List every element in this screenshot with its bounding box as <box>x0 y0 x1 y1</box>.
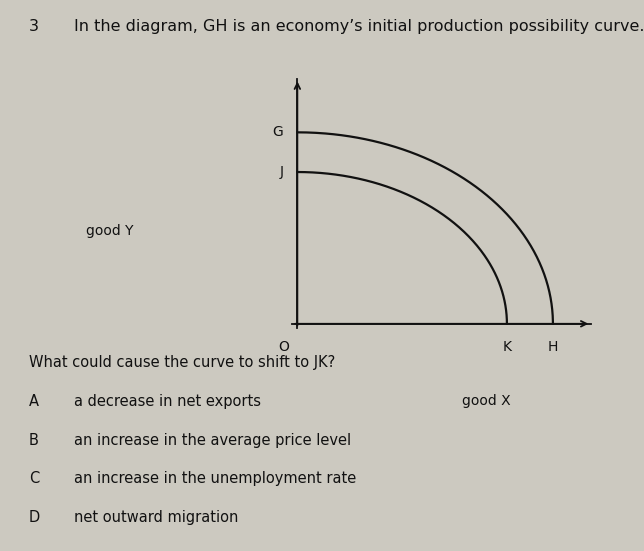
Text: a decrease in net exports: a decrease in net exports <box>74 394 261 409</box>
Text: C: C <box>29 471 39 486</box>
Text: H: H <box>548 340 558 354</box>
Text: an increase in the average price level: an increase in the average price level <box>74 433 351 447</box>
Text: 3: 3 <box>29 19 39 34</box>
Text: D: D <box>29 510 40 525</box>
Text: G: G <box>272 125 283 139</box>
Text: What could cause the curve to shift to JK?: What could cause the curve to shift to J… <box>29 355 336 370</box>
Text: K: K <box>502 340 511 354</box>
Text: good X: good X <box>462 394 511 408</box>
Text: an increase in the unemployment rate: an increase in the unemployment rate <box>74 471 356 486</box>
Text: net outward migration: net outward migration <box>74 510 238 525</box>
Text: J: J <box>279 165 283 179</box>
Text: B: B <box>29 433 39 447</box>
Text: O: O <box>278 340 289 354</box>
Text: A: A <box>29 394 39 409</box>
Text: good Y: good Y <box>86 224 133 239</box>
Text: In the diagram, GH is an economy’s initial production possibility curve.: In the diagram, GH is an economy’s initi… <box>74 19 644 34</box>
